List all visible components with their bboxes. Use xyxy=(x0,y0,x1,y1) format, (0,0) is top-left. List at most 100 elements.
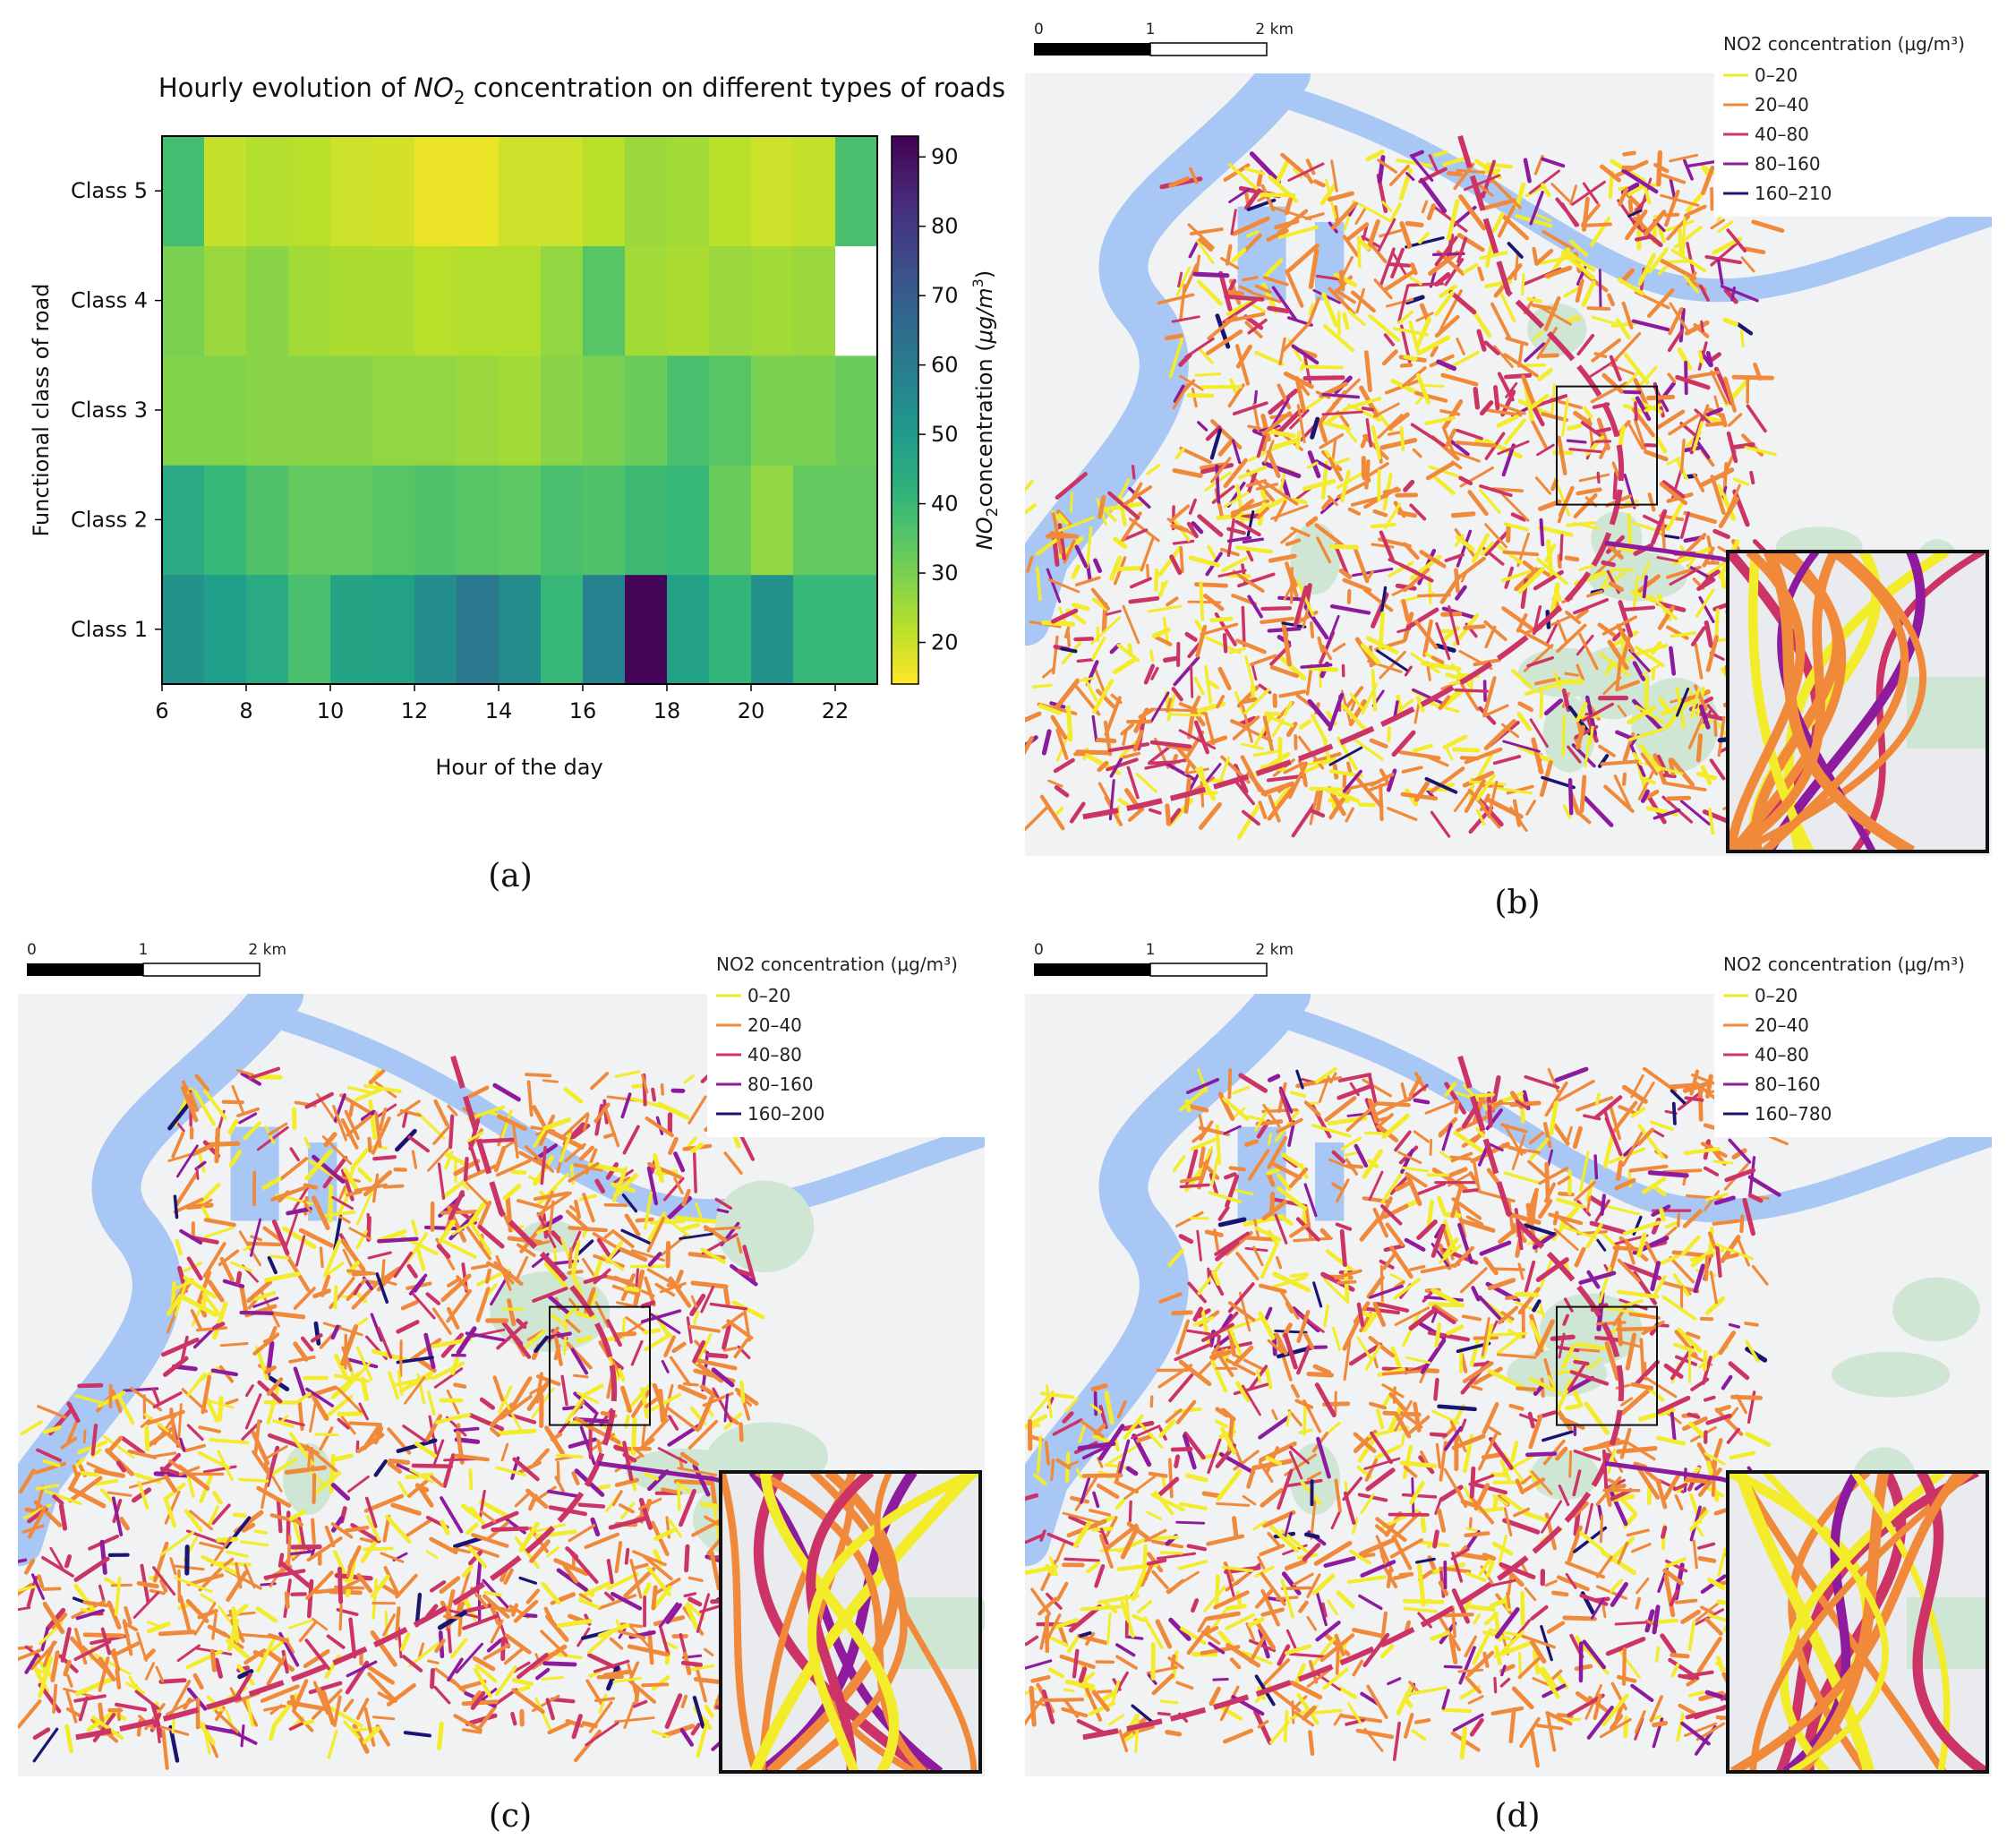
road-segment xyxy=(1372,525,1395,526)
legend-label: 40–80 xyxy=(1755,1044,1809,1065)
heatmap-cell xyxy=(625,465,668,575)
road-segment xyxy=(1708,353,1711,365)
road-segment xyxy=(1243,516,1258,518)
road-segment xyxy=(175,1196,176,1217)
caption-c: (c) xyxy=(489,1798,532,1835)
road-segment xyxy=(1445,1666,1461,1667)
road-segment xyxy=(627,1550,628,1563)
road-segment xyxy=(1151,651,1153,660)
heatmap-cell xyxy=(330,355,373,466)
road-segment xyxy=(1229,1070,1230,1098)
road-segment xyxy=(1116,568,1142,569)
road-segment xyxy=(1161,1701,1176,1703)
heatmap-cell xyxy=(288,136,331,246)
road-segment xyxy=(1189,602,1220,603)
road-segment xyxy=(695,1154,696,1192)
road-segment xyxy=(1065,1559,1098,1561)
heatmap-cell xyxy=(372,136,415,246)
road-segment xyxy=(1173,1449,1191,1450)
road-segment xyxy=(1115,1440,1118,1450)
x-axis-label: Hour of the day xyxy=(435,755,602,780)
legend: NO2 concentration (μg/m³)0–2020–4040–808… xyxy=(1714,29,1992,217)
road-segment xyxy=(450,1116,452,1148)
inset-map xyxy=(1728,552,1987,851)
road-segment xyxy=(1226,296,1262,299)
legend-label: 80–160 xyxy=(1755,1074,1821,1095)
road-segment xyxy=(316,1434,337,1435)
road-segment xyxy=(1181,1185,1208,1186)
road-segment xyxy=(339,1569,340,1602)
road-segment xyxy=(1262,608,1290,609)
road-segment xyxy=(1674,1104,1675,1124)
road-segment xyxy=(1405,1601,1442,1602)
road-segment xyxy=(687,1546,688,1570)
road-segment xyxy=(1542,355,1557,356)
park xyxy=(1892,1278,1980,1341)
road-segment xyxy=(1243,607,1244,645)
road-segment xyxy=(1200,583,1202,620)
road-segment xyxy=(1603,562,1614,565)
road-segment xyxy=(1435,1380,1437,1399)
road-segment xyxy=(1741,1217,1742,1231)
road-segment xyxy=(1078,752,1110,753)
heatmap-cell xyxy=(541,465,584,575)
road-segment xyxy=(676,1481,711,1483)
road-segment xyxy=(1641,1339,1643,1377)
heatmap-cell xyxy=(625,355,668,466)
scale-label: 0 xyxy=(27,941,37,959)
road-segment xyxy=(271,1256,287,1258)
legend: NO2 concentration (μg/m³)0–2020–4040–808… xyxy=(707,949,985,1137)
road-segment xyxy=(1566,673,1578,675)
road-segment xyxy=(1196,374,1219,376)
heatmap-cell xyxy=(625,245,668,355)
road-segment xyxy=(1098,1691,1110,1692)
legend-label: 20–40 xyxy=(1755,1014,1809,1036)
road-segment xyxy=(1598,473,1599,482)
heatmap-cell xyxy=(414,245,457,355)
road-segment xyxy=(288,1536,289,1564)
road-segment xyxy=(1517,1389,1535,1390)
road-segment xyxy=(1360,805,1373,806)
road-segment xyxy=(1062,649,1075,652)
road-segment xyxy=(256,1531,267,1533)
road-segment xyxy=(1495,388,1497,408)
road-segment xyxy=(1570,318,1579,320)
road-segment xyxy=(1646,679,1647,712)
road-segment xyxy=(1588,308,1609,309)
road-segment xyxy=(1212,619,1232,620)
heatmap-cell xyxy=(288,575,331,685)
road-segment xyxy=(173,1718,175,1732)
road-segment xyxy=(558,1463,559,1480)
heatmap-cell xyxy=(709,575,752,685)
heatmap-cell xyxy=(330,465,373,575)
road-segment xyxy=(1706,1257,1707,1279)
road-segment xyxy=(741,1424,742,1440)
road-segment xyxy=(1148,565,1149,577)
road-segment xyxy=(1489,1333,1525,1335)
road-segment xyxy=(645,1330,659,1332)
road-segment xyxy=(84,1431,85,1442)
road-segment xyxy=(1575,1362,1587,1364)
road-segment xyxy=(112,1585,131,1586)
legend-label: 0–20 xyxy=(1755,985,1798,1006)
heatmap-cell xyxy=(499,245,542,355)
y-tick-label: Class 1 xyxy=(71,617,148,642)
road-segment xyxy=(543,1081,557,1082)
heatmap-cell xyxy=(583,575,626,685)
road-segment xyxy=(1654,1723,1666,1724)
legend-label: 40–80 xyxy=(1755,124,1809,145)
road-segment xyxy=(558,1455,582,1457)
road-segment xyxy=(1625,607,1653,609)
road-segment xyxy=(1439,1407,1475,1409)
road-segment xyxy=(1746,1323,1757,1325)
heatmap-cell xyxy=(372,465,415,575)
x-tick-label: 6 xyxy=(155,698,168,723)
heatmap-cell xyxy=(835,575,878,685)
road-segment xyxy=(1402,1434,1404,1444)
scale-label: 0 xyxy=(1034,21,1044,38)
road-segment xyxy=(139,1583,157,1586)
road-segment xyxy=(1363,408,1373,410)
road-segment xyxy=(1231,1168,1244,1169)
